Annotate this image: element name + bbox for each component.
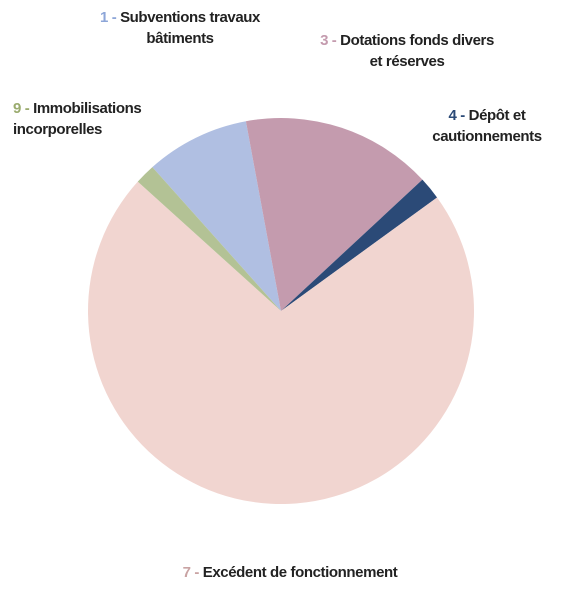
pie-slice — [245, 118, 423, 311]
slice-label: 4 - Dépôt et cautionnements — [432, 107, 541, 145]
slice-label: 3 - Dotations fonds divers et réserves — [320, 32, 494, 70]
pie-slice — [88, 181, 475, 505]
pie-slice — [281, 179, 438, 311]
pie-slice — [137, 167, 281, 311]
slice-label: 1 - Subventions travaux bâtiments — [100, 9, 261, 47]
slice-label: 7 - Excédent de fonctionnement — [183, 564, 398, 581]
slice-label: 9 - Immobilisations incorporelles — [13, 100, 141, 138]
pie-slice — [152, 121, 281, 311]
